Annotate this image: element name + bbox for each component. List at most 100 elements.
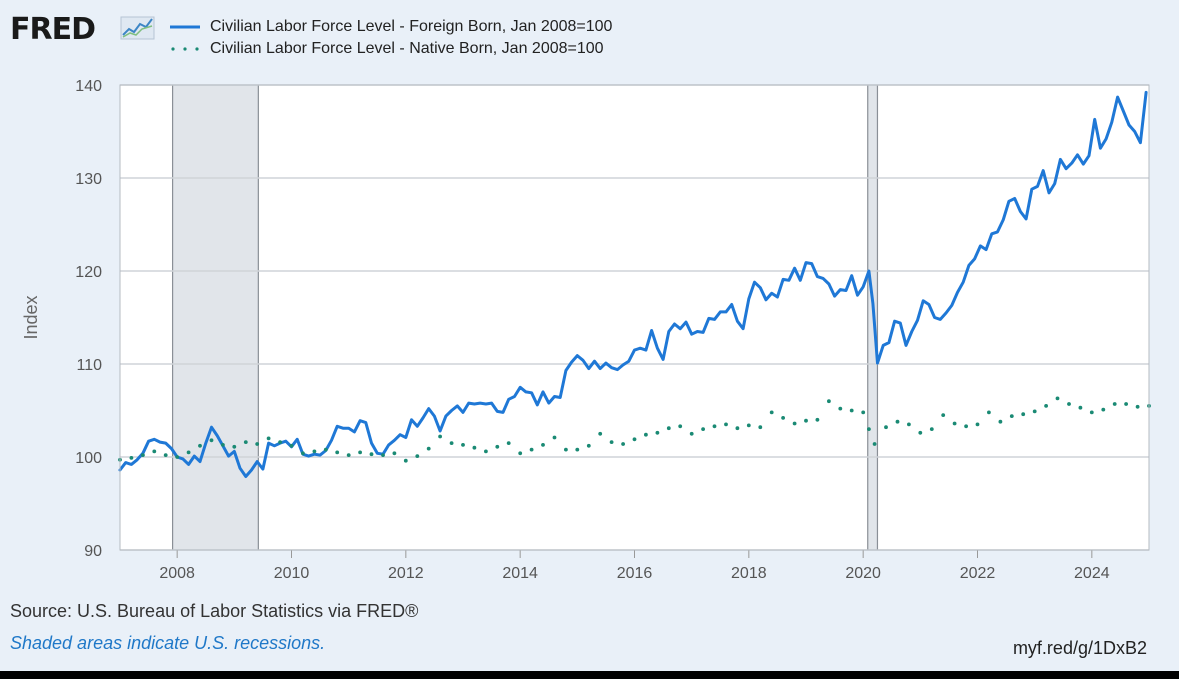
data-point xyxy=(346,453,351,457)
data-point xyxy=(907,422,911,427)
data-point xyxy=(689,431,694,436)
data-point xyxy=(746,423,751,428)
data-point xyxy=(632,437,637,442)
data-point xyxy=(1112,402,1117,406)
data-point xyxy=(335,450,340,455)
data-point xyxy=(1135,404,1140,409)
data-point xyxy=(541,443,545,447)
data-point xyxy=(529,447,534,452)
legend-swatch-dotted-line xyxy=(171,47,199,51)
data-point xyxy=(838,406,843,411)
data-point xyxy=(849,408,854,413)
axes: 90 100 110 120 130 140 2008 2010 2012 2014 2016 201… xyxy=(21,78,1150,582)
x-tick-label: 2008 xyxy=(159,565,195,582)
data-point xyxy=(792,421,797,426)
fred-logo: FRED xyxy=(10,12,96,47)
data-point xyxy=(506,441,511,445)
data-point xyxy=(884,425,888,430)
data-point xyxy=(472,445,477,450)
data-point xyxy=(867,427,871,431)
data-point xyxy=(323,447,328,452)
data-point xyxy=(221,443,225,447)
x-tick-label: 2016 xyxy=(617,565,653,582)
x-tick-label: 2020 xyxy=(845,565,881,582)
data-point xyxy=(666,426,671,431)
y-tick-label: 110 xyxy=(76,357,102,374)
data-point xyxy=(1009,414,1014,418)
data-point xyxy=(415,454,420,458)
data-point xyxy=(678,424,683,429)
x-tick-label: 2018 xyxy=(731,565,767,582)
data-point xyxy=(392,451,397,456)
data-point xyxy=(1044,404,1048,408)
data-point xyxy=(232,444,237,449)
data-point xyxy=(1078,405,1083,410)
legend-label-foreign-born: Civilian Labor Force Level - Foreign Bor… xyxy=(210,18,613,35)
data-point xyxy=(426,446,431,451)
data-point xyxy=(129,456,134,460)
data-point xyxy=(735,426,740,431)
data-point xyxy=(449,441,454,445)
y-axis-label: Index xyxy=(21,295,41,339)
x-tick-label: 2012 xyxy=(388,565,424,582)
data-point xyxy=(609,440,614,444)
data-point xyxy=(998,419,1003,424)
chart-header: FRED Civilian Labor Force Level - Foreig… xyxy=(0,0,1179,70)
source-note: Source: U.S. Bureau of Labor Statistics … xyxy=(10,601,419,621)
data-point xyxy=(586,443,591,448)
data-point xyxy=(769,410,774,415)
data-point xyxy=(403,458,408,463)
x-tick-label: 2014 xyxy=(502,565,538,582)
data-point xyxy=(175,455,180,459)
data-point xyxy=(495,444,500,449)
x-tick-label: 2022 xyxy=(960,565,996,582)
data-point xyxy=(266,436,271,441)
data-point xyxy=(289,443,294,448)
short-link[interactable]: myf.red/g/1DxB2 xyxy=(1012,638,1147,658)
data-point xyxy=(381,453,385,457)
data-point xyxy=(929,427,934,431)
data-point xyxy=(598,431,603,436)
data-point xyxy=(781,416,785,420)
data-point xyxy=(255,442,260,446)
data-point xyxy=(461,443,465,447)
data-point xyxy=(872,442,877,446)
data-point xyxy=(804,418,808,423)
data-point xyxy=(1067,402,1071,406)
data-point xyxy=(1032,409,1037,414)
data-point xyxy=(358,450,362,455)
data-point xyxy=(1124,402,1128,406)
line-chart: 90 100 110 120 130 140 2008 2010 2012 2014 2016 201… xyxy=(21,78,1151,582)
plot-border xyxy=(119,84,1150,551)
data-point xyxy=(209,438,214,443)
series-dots-native-born xyxy=(118,396,1151,463)
data-point xyxy=(964,424,968,429)
data-point xyxy=(1101,407,1106,412)
legend-item-foreign-born: Civilian Labor Force Level - Foreign Bor… xyxy=(170,16,612,38)
data-point xyxy=(198,443,202,448)
data-point xyxy=(243,440,248,444)
data-point xyxy=(975,422,980,427)
data-series xyxy=(118,90,1151,478)
x-tick-label: 2024 xyxy=(1074,565,1110,582)
data-point xyxy=(564,447,568,452)
data-point xyxy=(152,449,157,454)
data-point xyxy=(141,453,145,457)
data-point xyxy=(369,452,374,457)
data-point xyxy=(918,430,923,435)
legend-label-native-born: Civilian Labor Force Level - Native Born… xyxy=(210,40,604,57)
data-point xyxy=(655,430,660,435)
legend-swatch-solid-line xyxy=(170,25,200,29)
data-point xyxy=(278,440,282,444)
fred-graph-icon xyxy=(120,16,155,40)
data-point xyxy=(1055,396,1060,401)
recession-band-0 xyxy=(172,85,259,550)
data-point xyxy=(724,422,728,427)
data-point xyxy=(484,449,488,454)
data-point xyxy=(827,399,831,404)
y-tick-label: 120 xyxy=(75,264,102,281)
data-point xyxy=(163,453,168,457)
data-point xyxy=(518,451,523,456)
data-point xyxy=(758,425,763,430)
data-point xyxy=(815,417,820,422)
